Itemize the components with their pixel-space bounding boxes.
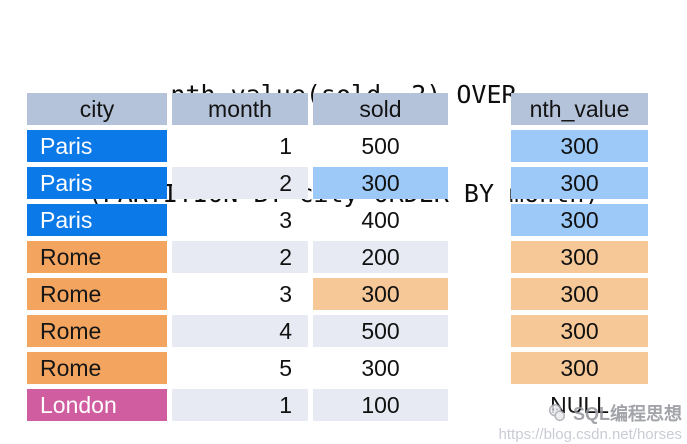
sold-cell: 300 [361,354,400,381]
column-gap [453,204,506,236]
column-gap [453,352,506,384]
city-cell: Rome [27,352,167,384]
sold-cell: 400 [361,206,400,233]
city-cell: Paris [27,204,167,236]
city-cell: Rome [27,315,167,347]
nth-value-cell: 300 [511,167,648,199]
month-cell: 2 [172,241,308,273]
nth-value-cell: 300 [511,315,648,347]
nth-value-cell: 300 [511,278,648,310]
column-gap [453,315,506,347]
column-header-month: month [172,93,308,125]
column-gap [453,389,506,421]
city-cell: Rome [27,278,167,310]
month-cell: 5 [279,354,292,381]
city-cell: Paris [27,130,167,162]
nth-value-cell: 300 [511,241,648,273]
month-cell: 3 [279,280,292,307]
column-gap [453,130,506,162]
nth-value-cell-null: NULL [550,391,609,418]
nth-value-cell: 300 [511,352,648,384]
nth-value-cell: 300 [511,130,648,162]
column-gap [453,278,506,310]
sold-cell-highlighted: 300 [313,167,448,199]
month-cell: 1 [172,389,308,421]
city-cell: Rome [27,241,167,273]
city-cell: Paris [27,167,167,199]
column-header-city: city [27,93,167,125]
watermark-url-text: https://blog.csdn.net/horses [498,426,682,443]
sold-cell: 100 [313,389,448,421]
column-gap [453,241,506,273]
month-cell: 1 [279,132,292,159]
column-header-nth-value: nth_value [511,93,648,125]
city-cell: London [27,389,167,421]
sold-cell: 200 [313,241,448,273]
month-cell: 4 [172,315,308,347]
column-header-sold: sold [313,93,448,125]
sold-cell: 500 [313,315,448,347]
column-gap [453,93,506,125]
sold-cell-highlighted: 300 [313,278,448,310]
sold-cell: 500 [361,132,400,159]
column-gap [453,167,506,199]
data-table: city month sold nth_value Paris 1 500 30… [27,93,648,421]
month-cell: 3 [279,206,292,233]
month-cell: 2 [172,167,308,199]
nth-value-cell: 300 [511,204,648,236]
